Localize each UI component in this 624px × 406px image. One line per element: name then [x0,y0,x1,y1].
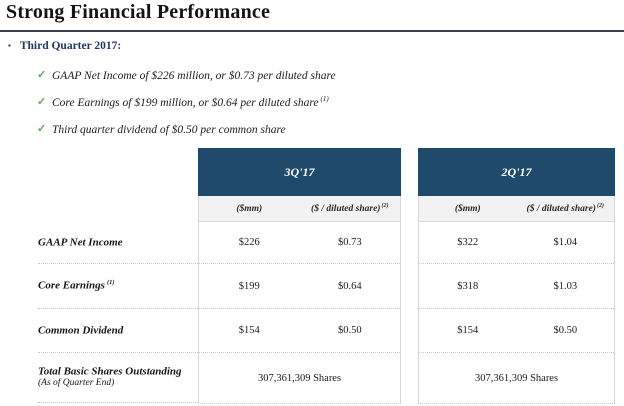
bullet-text: Third quarter dividend of $0.50 per comm… [52,123,286,136]
column-header-mm: ($mm) [236,203,263,214]
cell-value: $318 [457,280,479,292]
cell-value: $199 [238,280,260,292]
quarter-title: 3Q'17 [284,164,315,179]
bullet-list: ✓ GAAP Net Income of $226 million, or $0… [0,61,620,142]
row-label-total-shares: Total Basic Shares Outstanding (As of Qu… [38,352,198,403]
table-2q17-header: 2Q'17 [418,148,615,196]
bullet-text: GAAP Net Income of $226 million, or $0.7… [52,69,336,82]
column-header-diluted: ($ / diluted share)(2) [526,202,604,215]
cell-value: $154 [238,325,260,336]
cell-value: $322 [457,237,479,248]
table-row: $226 $0.73 [199,222,400,263]
cell-value: 307,361,309 Shares [474,372,559,384]
bullet-item-gaap: ✓ GAAP Net Income of $226 million, or $0… [0,61,620,88]
row-label-text: Common Dividend [38,324,124,337]
cell-value: $226 [238,237,260,248]
row-label-text: Core Earnings (1) [38,279,115,292]
bullet-item-dividend: ✓ Third quarter dividend of $0.50 per co… [0,115,620,142]
table-row: $154 $0.50 [419,308,614,352]
checkmark-icon: ✓ [37,69,47,81]
checkmark-icon: ✓ [37,123,47,135]
table-row-shares: 307,361,309 Shares [419,352,614,403]
cell-value: $1.03 [553,280,578,292]
cell-value: $0.73 [337,237,362,248]
cell-value: $0.64 [337,280,362,292]
row-label-gaap-net-income: GAAP Net Income [38,222,198,263]
bullet-text: Core Earnings of $199 million, or $0.64 … [52,94,329,109]
cell-value: $0.50 [337,325,362,336]
table-row: $199 $0.64 [199,263,400,308]
table-3q17: 3Q'17 ($mm) ($ / diluted share)(2) $226 … [198,148,401,404]
column-header-diluted: ($ / diluted share)(2) [311,202,389,215]
table-3q17-subheader: ($mm) ($ / diluted share)(2) [199,196,400,222]
row-label-common-dividend: Common Dividend [38,308,198,352]
column-header-mm: ($mm) [454,203,481,214]
table-2q17: 2Q'17 ($mm) ($ / diluted share)(2) $322 … [418,148,615,404]
table-3q17-header: 3Q'17 [198,148,401,196]
table-row: $322 $1.04 [419,222,614,263]
row-label-subtext: (As of Quarter End) [38,378,115,389]
row-label-core-earnings: Core Earnings (1) [38,263,198,308]
row-label-text: Total Basic Shares Outstanding [38,365,182,378]
table-row: $154 $0.50 [199,308,400,352]
section-heading: ▪ Third Quarter 2017: [8,40,121,52]
cell-value: $0.50 [553,325,578,336]
checkmark-icon: ✓ [37,96,47,108]
tables-area: GAAP Net Income Core Earnings (1) Common … [0,148,624,404]
row-labels-column: GAAP Net Income Core Earnings (1) Common … [0,148,198,403]
cell-value: 307,361,309 Shares [257,372,342,384]
table-2q17-subheader: ($mm) ($ / diluted share)(2) [419,196,614,222]
page-title: Strong Financial Performance [6,1,271,23]
cell-value: $154 [457,325,479,336]
square-bullet-icon: ▪ [8,41,11,50]
table-row: $318 $1.03 [419,263,614,308]
row-label-text: GAAP Net Income [38,236,123,249]
section-heading-text: Third Quarter 2017: [19,40,122,52]
table-row-shares: 307,361,309 Shares [199,352,400,403]
bullet-item-core-earnings: ✓ Core Earnings of $199 million, or $0.6… [0,88,620,115]
cell-value: $1.04 [553,237,578,248]
quarter-title: 2Q'17 [501,164,532,179]
title-underline [0,30,624,32]
